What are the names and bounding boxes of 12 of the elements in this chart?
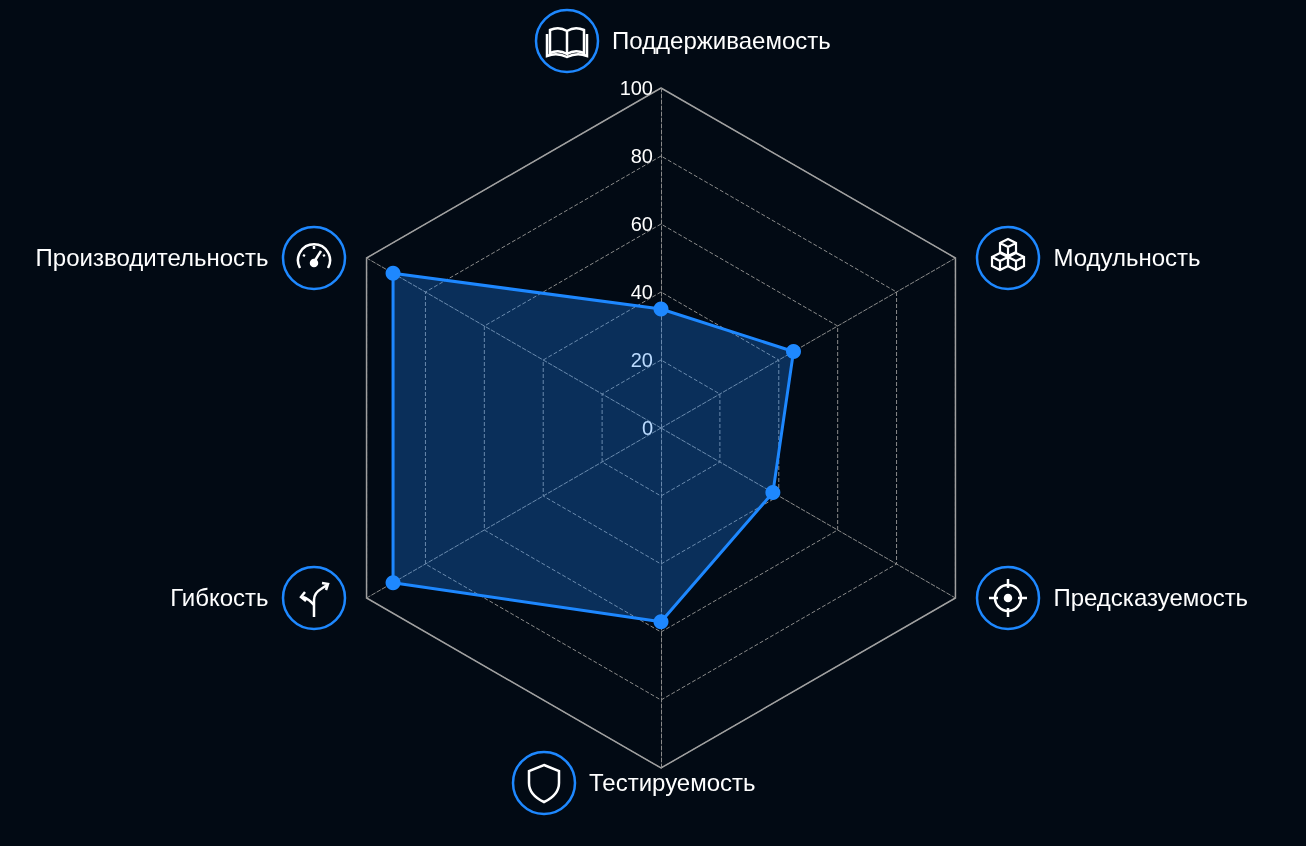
- spoke-label: Модульность: [1053, 244, 1201, 272]
- spoke-label: Поддерживаемость: [612, 27, 831, 55]
- y-tick-label: 100: [619, 77, 653, 99]
- spoke-label: Производительность: [35, 244, 269, 272]
- y-tick-label: 0: [641, 417, 653, 439]
- spoke-label: Гибкость: [170, 584, 269, 612]
- y-tick-label: 60: [630, 213, 653, 235]
- spoke-label: Предсказуемость: [1053, 584, 1249, 612]
- y-tick-label: 80: [630, 145, 653, 167]
- y-tick-label: 40: [630, 281, 653, 303]
- spoke-label: Тестируемость: [589, 769, 756, 797]
- y-tick-label: 20: [630, 349, 653, 371]
